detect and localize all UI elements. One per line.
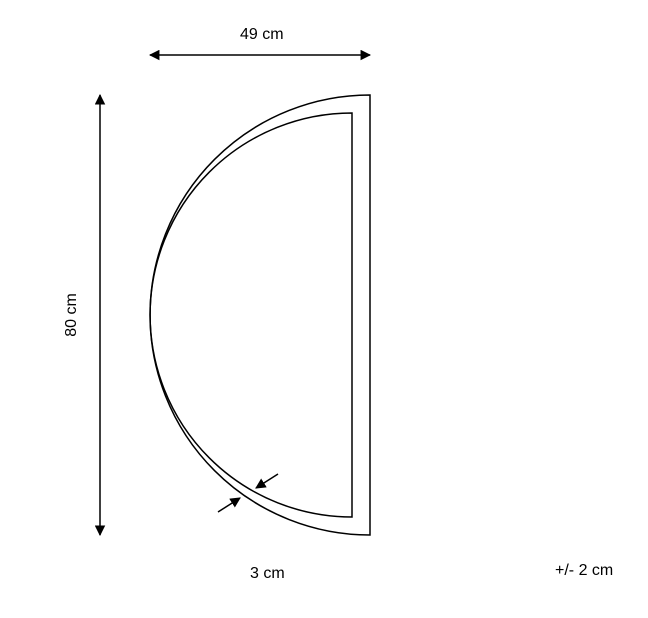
diagram-svg <box>0 0 648 618</box>
inner-shape <box>150 113 352 517</box>
dimension-diagram: 49 cm 80 cm 3 cm +/- 2 cm <box>0 0 648 618</box>
tolerance-label: +/- 2 cm <box>555 562 613 580</box>
height-label: 80 cm <box>63 293 81 337</box>
frame-arrow-inner <box>256 474 278 488</box>
frame-label: 3 cm <box>250 565 285 583</box>
frame-arrow-outer <box>218 498 240 512</box>
outer-shape <box>150 95 370 535</box>
width-label: 49 cm <box>240 26 284 44</box>
